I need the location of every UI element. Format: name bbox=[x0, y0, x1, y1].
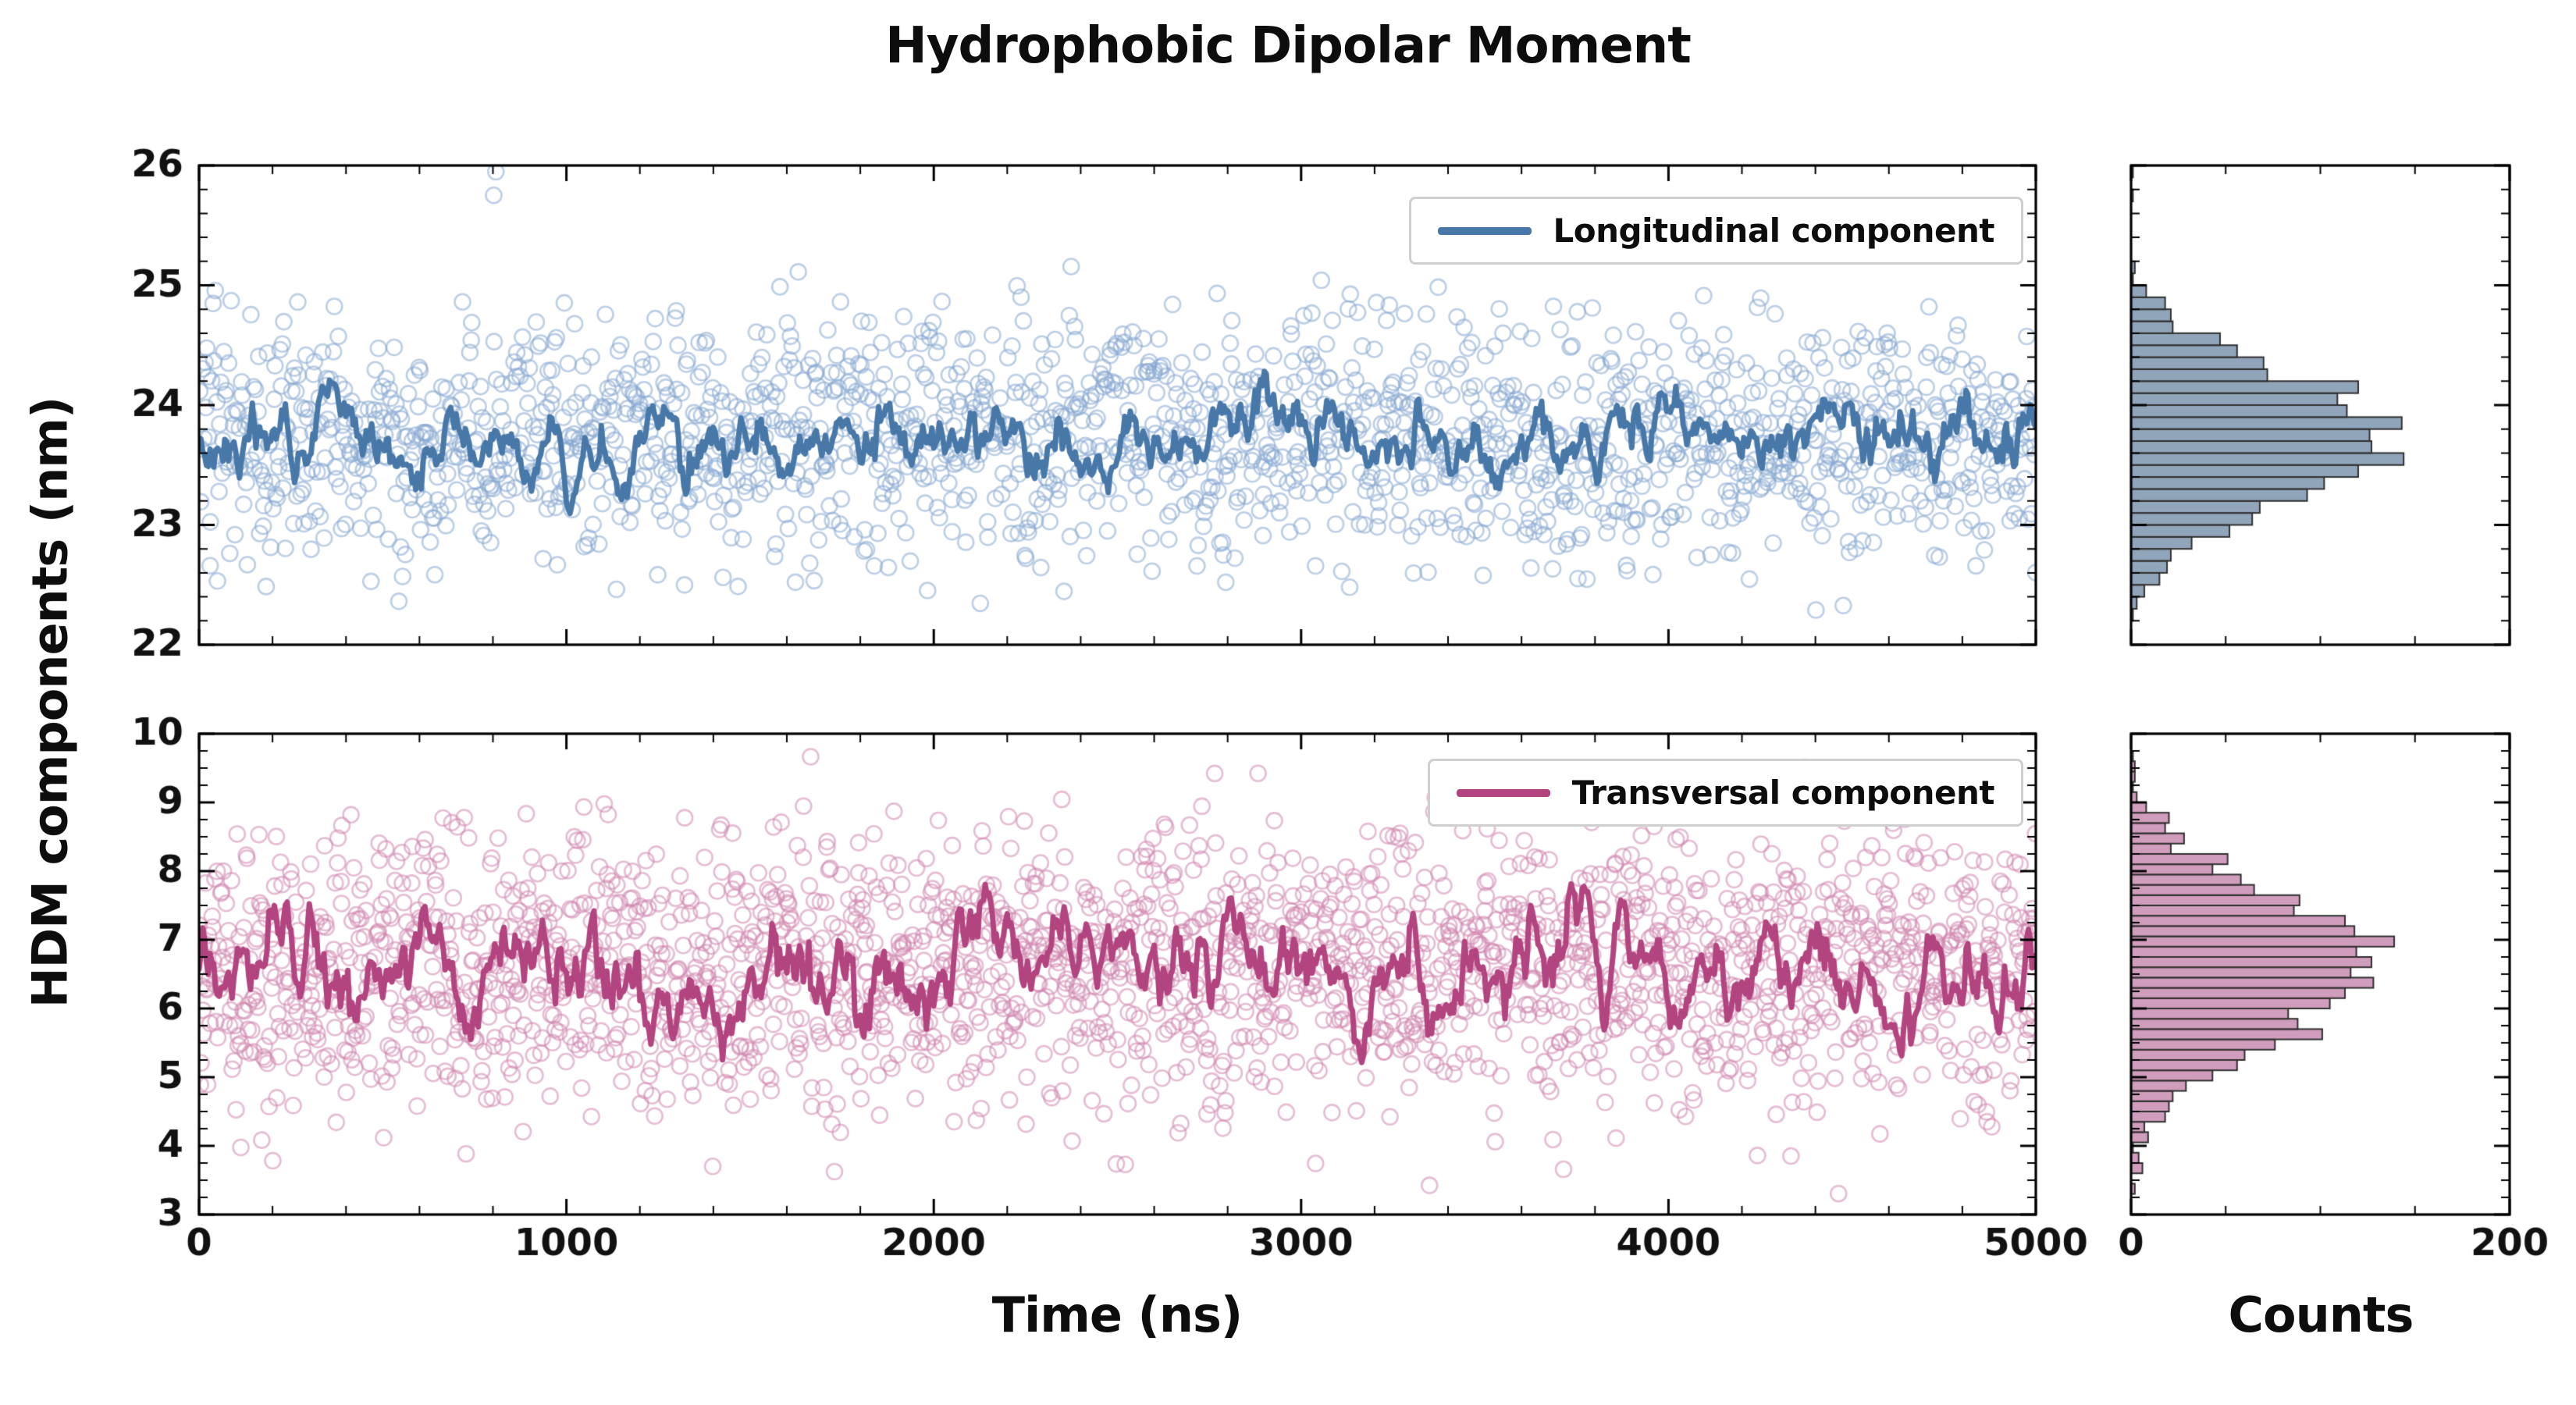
legend-label-transversal: Transversal component bbox=[1571, 774, 1995, 812]
x-axis-label-counts: Counts bbox=[2228, 1286, 2414, 1343]
legend-line-swatch-longitudinal bbox=[1437, 226, 1532, 235]
y-axis-label: HDM components (nm) bbox=[21, 397, 79, 1008]
chart-title: Hydrophobic Dipolar Moment bbox=[885, 17, 1692, 75]
legend-line-swatch-transversal bbox=[1456, 788, 1550, 797]
legend-label-longitudinal: Longitudinal component bbox=[1553, 212, 1995, 250]
legend-transversal: Transversal component bbox=[1427, 759, 2023, 827]
x-axis-label-time: Time (ns) bbox=[991, 1286, 1243, 1343]
legend-longitudinal: Longitudinal component bbox=[1408, 197, 2023, 265]
